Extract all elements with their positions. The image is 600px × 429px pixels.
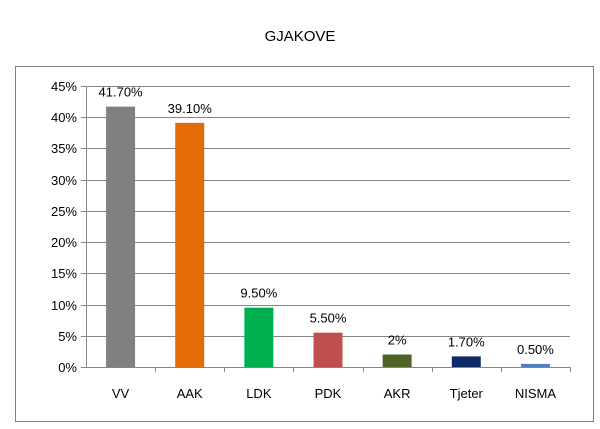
y-tick-label: 5% (58, 329, 77, 344)
data-label: 0.50% (517, 342, 554, 357)
x-tick-label: NISMA (515, 386, 557, 401)
x-tick-label: AKR (384, 386, 411, 401)
bar-pdk (313, 332, 343, 367)
data-label: 5.50% (310, 311, 347, 326)
bars (106, 106, 550, 368)
bar-nisma (520, 363, 550, 367)
y-tick-label: 45% (51, 79, 77, 94)
x-tick-label: Tjeter (450, 386, 484, 401)
chart-frame (15, 66, 594, 422)
bar-akr (382, 354, 412, 367)
gridlines (86, 86, 570, 337)
y-tick-label: 10% (51, 298, 77, 313)
data-label: 2% (388, 333, 407, 348)
data-label: 9.50% (240, 286, 277, 301)
labels: 0% 5% 10% 15% 20% 25% 30% 35% 40% 45% VV 41.70% AAK 3… (51, 79, 556, 401)
y-tick-label: 35% (51, 141, 77, 156)
bar-vv (106, 106, 136, 368)
data-label: 41.70% (99, 85, 144, 100)
y-tick-label: 30% (51, 173, 77, 188)
data-label: 1.70% (448, 334, 485, 349)
y-tick-label: 40% (51, 110, 77, 125)
x-tick-label: VV (112, 386, 130, 401)
axes (81, 86, 571, 372)
y-tick-label: 15% (51, 266, 77, 281)
x-tick-label: AAK (177, 386, 203, 401)
bar-aak (175, 122, 205, 367)
bar-tjeter (451, 356, 481, 367)
y-tick-label: 25% (51, 204, 77, 219)
x-tick-label: LDK (246, 386, 272, 401)
y-tick-label: 0% (58, 360, 77, 375)
bar-ldk (244, 307, 274, 367)
data-label: 39.10% (168, 101, 213, 116)
chart-title: GJAKOVE (264, 28, 336, 45)
x-tick-label: PDK (315, 386, 342, 401)
y-tick-label: 20% (51, 235, 77, 250)
